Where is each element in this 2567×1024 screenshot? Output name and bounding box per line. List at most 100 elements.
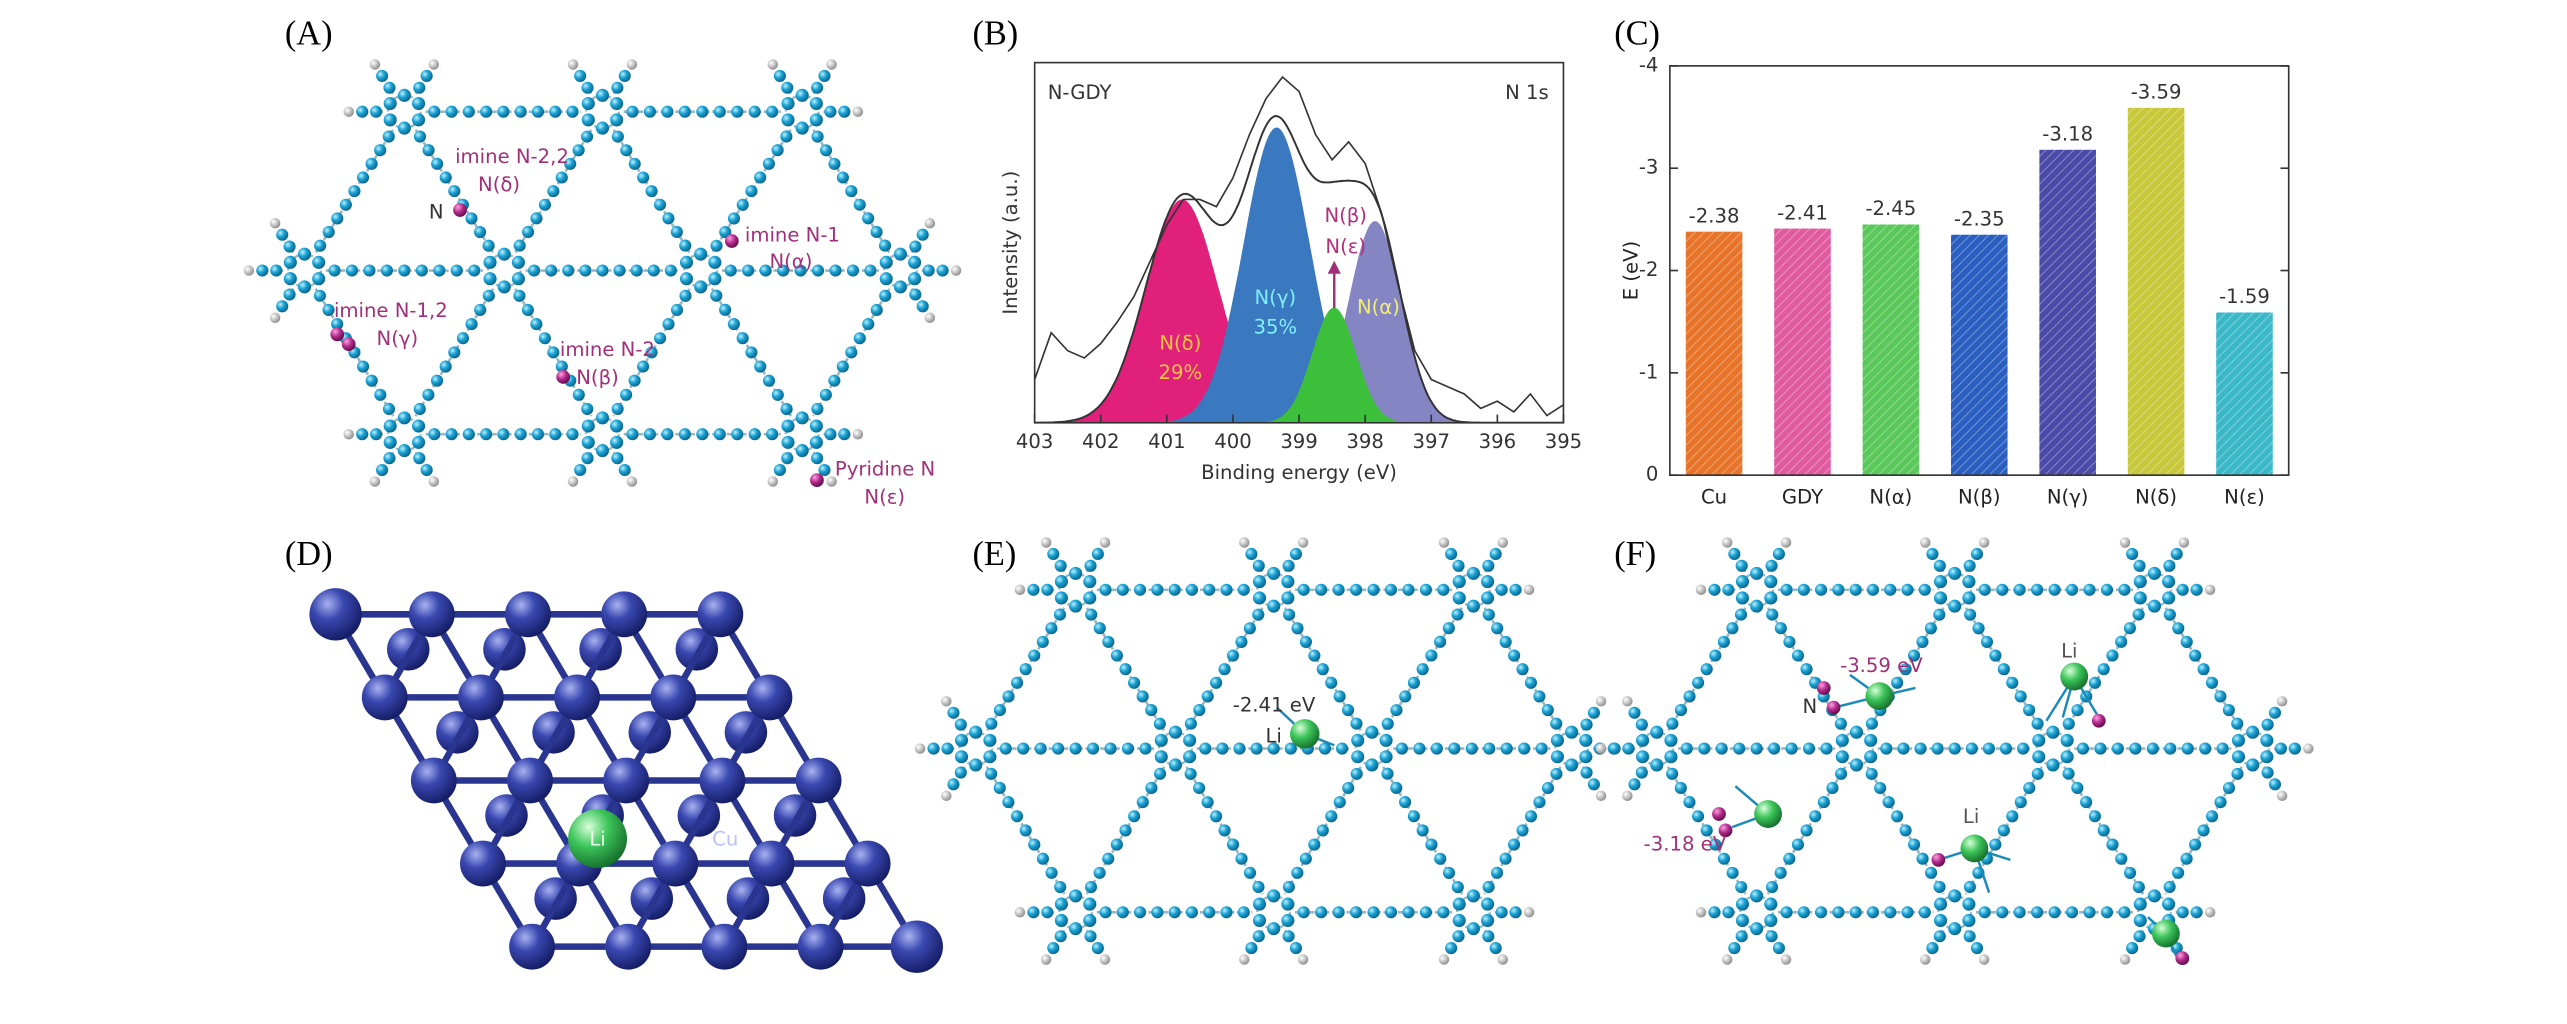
- atom: [1715, 742, 1728, 755]
- atom: [1220, 583, 1233, 596]
- atom: [1367, 906, 1380, 919]
- atom: [2071, 704, 2084, 717]
- atom: [2164, 742, 2177, 755]
- n-atom: [724, 234, 739, 248]
- atom: [771, 388, 784, 401]
- atom: [1203, 906, 1216, 919]
- atom: [1199, 742, 1212, 755]
- atom: [581, 113, 595, 127]
- atom: [1901, 906, 1914, 919]
- cu-atom: [890, 920, 943, 973]
- atom: [1523, 907, 1535, 918]
- atom: [1550, 733, 1565, 747]
- atom: [1978, 583, 1991, 596]
- atom: [950, 265, 962, 276]
- atom: [748, 428, 761, 441]
- atom: [1084, 559, 1097, 572]
- atom: [1019, 663, 1032, 676]
- atom: [2147, 599, 2161, 613]
- x-tick-label: 403: [1016, 430, 1053, 453]
- atom: [2076, 742, 2090, 755]
- atom: [1028, 649, 1041, 662]
- atom: [745, 185, 758, 198]
- atom: [1093, 866, 1106, 879]
- atom: [781, 419, 795, 433]
- atom: [2106, 649, 2119, 662]
- x-tick-label: 402: [1082, 430, 1119, 453]
- atom: [1901, 583, 1914, 596]
- atom: [1252, 930, 1265, 943]
- atom: [1722, 906, 1735, 919]
- atom: [1297, 906, 1310, 919]
- atom: [2017, 742, 2030, 755]
- atom: [1128, 676, 1141, 689]
- bar: [2039, 149, 2096, 476]
- atom: [1041, 906, 1054, 919]
- atom: [2205, 676, 2219, 689]
- cu-atom: [697, 591, 744, 638]
- atom: [572, 388, 585, 401]
- atom: [1482, 608, 1495, 621]
- atom: [809, 419, 823, 433]
- atom: [2147, 889, 2161, 903]
- atom: [694, 247, 708, 261]
- atom: [1011, 676, 1024, 689]
- atom: [1239, 954, 1250, 965]
- atom: [482, 239, 495, 252]
- atom: [954, 733, 969, 747]
- atom: [1826, 781, 1839, 795]
- n-atom: [341, 337, 356, 352]
- atom: [2014, 796, 2027, 809]
- atom: [1924, 622, 1937, 635]
- atom: [1874, 781, 1887, 795]
- atom: [2094, 742, 2107, 755]
- atom: [2288, 742, 2301, 755]
- atom: [754, 360, 767, 373]
- atom: [1489, 942, 1502, 955]
- atom: [879, 289, 892, 302]
- atom: [1308, 649, 1321, 662]
- atom: [795, 411, 809, 425]
- atom: [1252, 913, 1267, 928]
- atom: [1282, 559, 1295, 572]
- atom: [1865, 767, 1878, 780]
- atom: [513, 239, 526, 252]
- atom: [1153, 717, 1166, 730]
- atom: [678, 105, 691, 118]
- peak-label: N(α): [1357, 296, 1400, 319]
- atom: [1664, 733, 1678, 747]
- atom: [2071, 781, 2084, 794]
- atom: [331, 318, 344, 331]
- panel-label: (B): [972, 14, 1018, 52]
- atom: [1452, 913, 1466, 928]
- atom: [383, 81, 396, 94]
- atom: [836, 360, 849, 373]
- atom: [1982, 742, 1995, 755]
- atom: [1920, 537, 1931, 548]
- cu-atom: [844, 840, 891, 887]
- atom: [1136, 796, 1149, 809]
- atom: [824, 105, 837, 118]
- atom: [1717, 635, 1730, 648]
- atom: [1153, 767, 1167, 780]
- atom: [1933, 559, 1946, 572]
- atom: [781, 113, 795, 127]
- atom: [1332, 906, 1345, 919]
- panel-label: (D): [285, 535, 333, 573]
- atom: [1996, 906, 2009, 919]
- atom: [1780, 537, 1792, 548]
- panel-label: (C): [1614, 14, 1660, 52]
- atom: [1683, 690, 1696, 703]
- atom: [331, 212, 344, 225]
- atom: [626, 428, 639, 441]
- annotation: Pyridine N: [835, 458, 935, 481]
- value-label: -1.59: [2219, 285, 2270, 308]
- atom: [456, 332, 469, 345]
- atom: [1034, 742, 1047, 755]
- atom: [433, 264, 446, 277]
- atom: [2268, 706, 2282, 719]
- atom: [322, 225, 335, 239]
- atom: [413, 81, 426, 94]
- atom: [2178, 537, 2190, 548]
- atom: [829, 264, 842, 277]
